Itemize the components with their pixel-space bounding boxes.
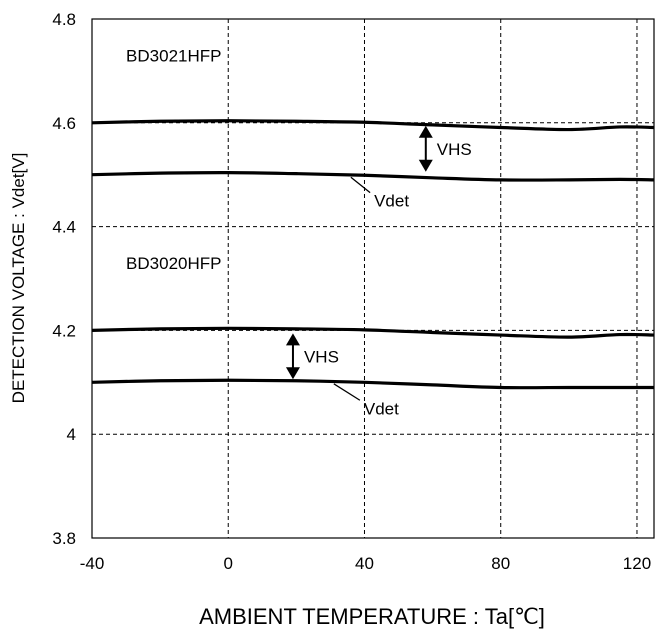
device-label: BD3020HFP [126, 254, 221, 273]
plot-area-frame [91, 18, 655, 539]
vdet-leader-line [350, 176, 371, 194]
series-line-2 [91, 171, 655, 182]
y-tick-label: 4.6 [52, 114, 76, 133]
vhs-arrowhead-up [285, 333, 300, 346]
x-tick-label: -40 [80, 554, 105, 573]
vdet-label: Vdet [374, 192, 409, 211]
series-line-3 [91, 326, 655, 339]
y-tick-label: 4.4 [52, 218, 76, 237]
vhs-label: VHS [304, 347, 339, 366]
vhs-label: VHS [437, 140, 472, 159]
series-lines [91, 119, 655, 390]
y-axis-ticks: 3.8 4 4.2 4.4 4.6 4.8 [52, 10, 76, 548]
vhs-arrowhead-up [418, 125, 433, 138]
vhs-arrowhead-down [285, 367, 300, 380]
vhs-arrow [285, 333, 300, 380]
x-tick-label: 0 [224, 554, 233, 573]
x-axis-ticks: -40 0 40 80 120 [80, 554, 651, 573]
y-tick-label: 3.8 [52, 529, 76, 548]
y-tick-label: 4 [67, 425, 76, 444]
series-line-1 [91, 119, 655, 132]
x-tick-label: 40 [355, 554, 374, 573]
x-tick-label: 80 [491, 554, 510, 573]
vdet-leader-line [333, 383, 361, 401]
x-tick-label: 120 [623, 554, 651, 573]
annotations: BD3021HFP BD3020HFP VHS VHS Vdet Vdet [126, 46, 472, 418]
y-axis-title: DETECTION VOLTAGE : Vdet[V] [9, 153, 28, 404]
x-axis-title: AMBIENT TEMPERATURE : Ta[℃] [199, 604, 545, 629]
series-line-4 [91, 378, 654, 390]
vdet-label: Vdet [364, 399, 399, 418]
device-label: BD3021HFP [126, 46, 221, 65]
vhs-arrowhead-down [418, 159, 433, 172]
y-tick-label: 4.8 [52, 10, 76, 29]
vhs-arrow [418, 125, 433, 172]
grid [92, 19, 654, 538]
y-tick-label: 4.2 [52, 321, 76, 340]
